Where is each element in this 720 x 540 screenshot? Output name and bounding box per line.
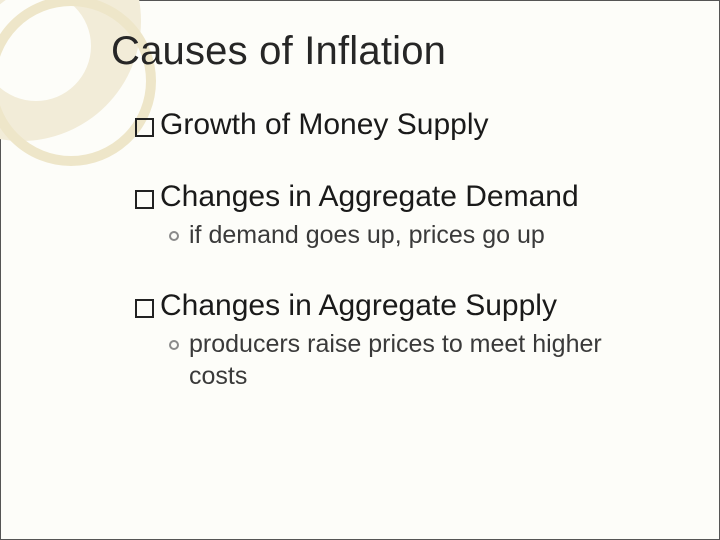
bullet-item: Changes in Aggregate Demand	[135, 180, 659, 214]
bullet-item: Growth of Money Supply	[135, 108, 659, 142]
bullet-block: Changes in Aggregate Supply producers ra…	[111, 289, 659, 392]
bullet-text: Changes in Aggregate Supply	[160, 289, 557, 323]
bullet-block: Changes in Aggregate Demand if demand go…	[111, 180, 659, 251]
bullet-block: Growth of Money Supply	[111, 108, 659, 142]
sub-bullet-text: if demand goes up, prices go up	[189, 220, 545, 251]
slide-body: Causes of Inflation Growth of Money Supp…	[1, 1, 719, 470]
sub-bullet-text: producers raise prices to meet higher co…	[189, 329, 659, 392]
sub-bullet-item: producers raise prices to meet higher co…	[169, 329, 659, 392]
square-bullet-icon	[135, 118, 154, 137]
circle-bullet-icon	[169, 231, 179, 241]
bullet-item: Changes in Aggregate Supply	[135, 289, 659, 323]
square-bullet-icon	[135, 190, 154, 209]
bullet-text: Growth of Money Supply	[160, 108, 489, 142]
square-bullet-icon	[135, 299, 154, 318]
circle-bullet-icon	[169, 340, 179, 350]
sub-bullet-item: if demand goes up, prices go up	[169, 220, 659, 251]
bullet-text: Changes in Aggregate Demand	[160, 180, 579, 214]
slide-title: Causes of Inflation	[111, 29, 659, 74]
